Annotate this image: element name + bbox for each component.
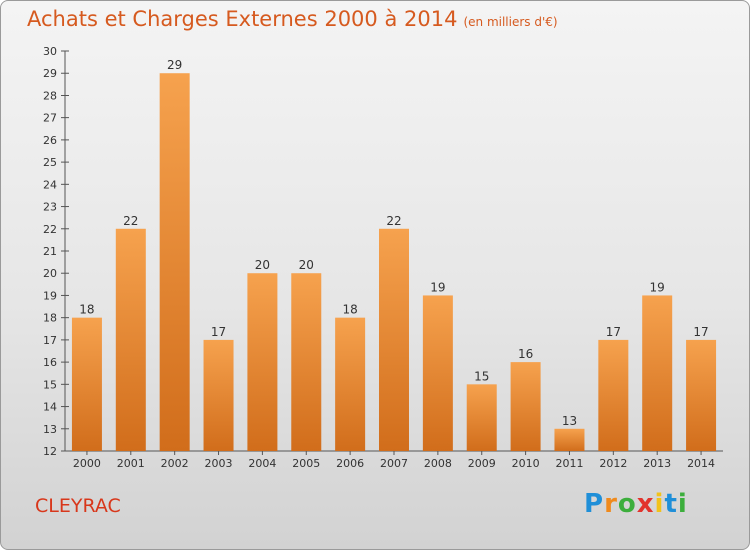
- x-tick-label: 2000: [73, 457, 101, 470]
- bar-value-label: 22: [386, 214, 401, 228]
- logo-letter: o: [617, 489, 637, 519]
- y-tick-label: 19: [43, 289, 57, 302]
- y-tick-label: 24: [43, 178, 57, 191]
- bar-2003: [203, 339, 234, 451]
- y-tick-label: 18: [43, 312, 57, 325]
- x-tick-label: 2008: [424, 457, 452, 470]
- y-tick-label: 15: [43, 378, 57, 391]
- bar-2013: [642, 295, 673, 451]
- y-tick-label: 20: [43, 267, 57, 280]
- y-tick-label: 30: [43, 45, 57, 58]
- bar-2000: [71, 317, 102, 451]
- bar-value-label: 19: [650, 280, 665, 294]
- x-tick-label: 2003: [205, 457, 233, 470]
- y-tick-label: 16: [43, 356, 57, 369]
- bar-2010: [510, 362, 541, 451]
- bar-2012: [598, 339, 629, 451]
- bar-value-label: 15: [474, 369, 489, 383]
- bar-value-label: 17: [693, 325, 708, 339]
- logo-letter: i: [677, 489, 688, 519]
- bar-2001: [115, 228, 146, 451]
- y-tick-label: 23: [43, 201, 57, 214]
- logo-letter: r: [604, 489, 618, 519]
- bar-2002: [159, 73, 190, 451]
- y-tick-label: 25: [43, 156, 57, 169]
- logo-letter: P: [584, 489, 605, 519]
- bar-2006: [335, 317, 366, 451]
- y-tick-label: 29: [43, 67, 57, 80]
- title-text: Achats et Charges Externes 2000 à 2014: [27, 7, 458, 31]
- bar-value-label: 17: [211, 325, 226, 339]
- bar-value-label: 20: [255, 258, 270, 272]
- x-tick-label: 2001: [117, 457, 145, 470]
- bar-value-label: 18: [342, 303, 357, 317]
- x-tick-label: 2004: [248, 457, 276, 470]
- x-tick-label: 2002: [161, 457, 189, 470]
- bar-2004: [247, 273, 278, 451]
- unit-note: (en milliers d'€): [463, 15, 558, 29]
- x-tick-label: 2011: [555, 457, 583, 470]
- bar-value-label: 20: [299, 258, 314, 272]
- x-tick-label: 2012: [599, 457, 627, 470]
- y-tick-label: 28: [43, 89, 57, 102]
- y-tick-label: 17: [43, 334, 57, 347]
- chart-title: Achats et Charges Externes 2000 à 2014 (e…: [27, 7, 558, 31]
- y-tick-label: 21: [43, 245, 57, 258]
- x-tick-label: 2006: [336, 457, 364, 470]
- bar-value-label: 18: [79, 303, 94, 317]
- logo-letter: x: [636, 489, 655, 519]
- x-tick-label: 2013: [643, 457, 671, 470]
- city-name: CLEYRAC: [35, 495, 121, 517]
- y-tick-label: 14: [43, 401, 57, 414]
- x-tick-label: 2007: [380, 457, 408, 470]
- logo-letter: t: [664, 489, 678, 519]
- x-tick-label: 2005: [292, 457, 320, 470]
- bar-2008: [422, 295, 453, 451]
- x-tick-label: 2010: [512, 457, 540, 470]
- bar-2007: [379, 228, 409, 451]
- y-tick-label: 26: [43, 134, 57, 147]
- bar-2011: [554, 428, 585, 451]
- proxiti-logo[interactable]: Proxiti: [584, 489, 688, 519]
- y-tick-label: 27: [43, 112, 57, 125]
- bar-value-label: 13: [562, 414, 577, 428]
- bar-value-label: 19: [430, 280, 445, 294]
- bar-value-label: 29: [167, 58, 182, 72]
- bar-2005: [291, 273, 322, 451]
- bar-2009: [466, 384, 497, 451]
- y-tick-label: 13: [43, 423, 57, 436]
- bar-value-label: 17: [606, 325, 621, 339]
- logo-letter: i: [654, 489, 665, 519]
- bar-value-label: 22: [123, 214, 138, 228]
- x-tick-label: 2009: [468, 457, 496, 470]
- bar-value-label: 16: [518, 347, 533, 361]
- y-tick-label: 22: [43, 223, 57, 236]
- bar-2014: [686, 339, 717, 451]
- y-tick-label: 12: [43, 445, 57, 458]
- x-tick-label: 2014: [687, 457, 715, 470]
